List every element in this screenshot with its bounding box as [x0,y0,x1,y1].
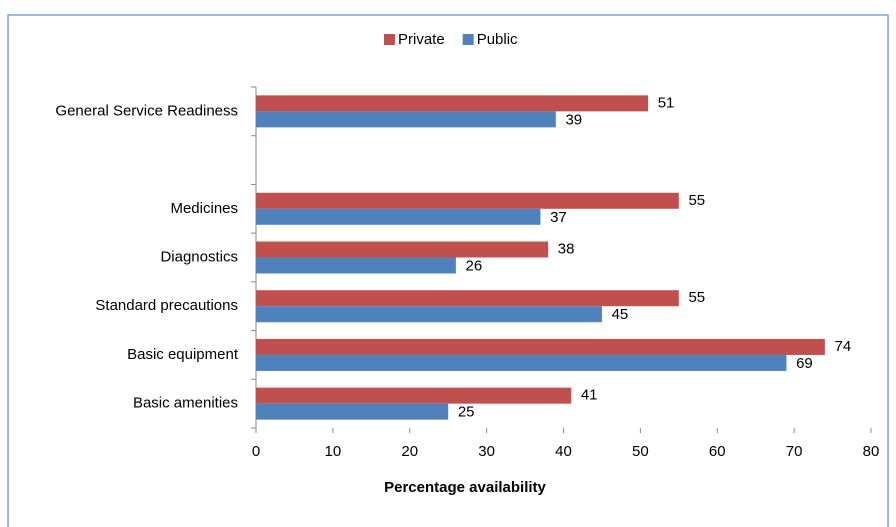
data-label: 25 [458,404,475,421]
bar [256,306,602,323]
data-label: 74 [835,338,852,355]
x-tick-label: 60 [709,443,726,460]
data-label: 55 [688,289,705,306]
legend-label: Public [477,31,518,48]
y-tick-label: Standard precautions [95,297,238,314]
x-tick-label: 40 [555,443,572,460]
bar [256,387,572,404]
data-label: 37 [550,209,567,226]
x-tick-label: 30 [478,443,495,460]
data-label: 69 [796,355,813,372]
x-tick-label: 20 [401,443,418,460]
bar [256,257,456,274]
data-label: 45 [612,306,629,323]
y-tick-label: Basic equipment [127,346,239,363]
legend-label: Private [398,31,445,48]
bar [256,95,649,112]
y-tick-label: General Service Readiness [55,102,238,119]
data-label: 55 [688,192,705,209]
x-tick-label: 70 [786,443,803,460]
bar [256,338,825,355]
x-tick-label: 80 [863,443,880,460]
bar [256,241,549,258]
y-tick-label: Diagnostics [160,248,238,265]
bar [256,208,541,225]
bar [256,111,556,128]
data-label: 39 [565,111,582,128]
bar [256,403,449,420]
x-tick-label: 0 [252,443,260,460]
y-tick-label: Medicines [170,200,238,217]
data-label: 41 [581,387,598,404]
bar [256,354,787,371]
data-label: 51 [658,94,675,111]
x-axis-label: Percentage availability [384,479,546,496]
legend-swatch [384,34,395,45]
data-label: 38 [558,240,575,257]
x-tick-label: 50 [632,443,649,460]
bar [256,192,679,209]
legend-swatch [462,34,474,45]
bar [256,290,679,307]
x-tick-label: 10 [325,443,342,460]
y-tick-label: Basic amenities [133,395,238,412]
data-label: 26 [466,257,483,274]
